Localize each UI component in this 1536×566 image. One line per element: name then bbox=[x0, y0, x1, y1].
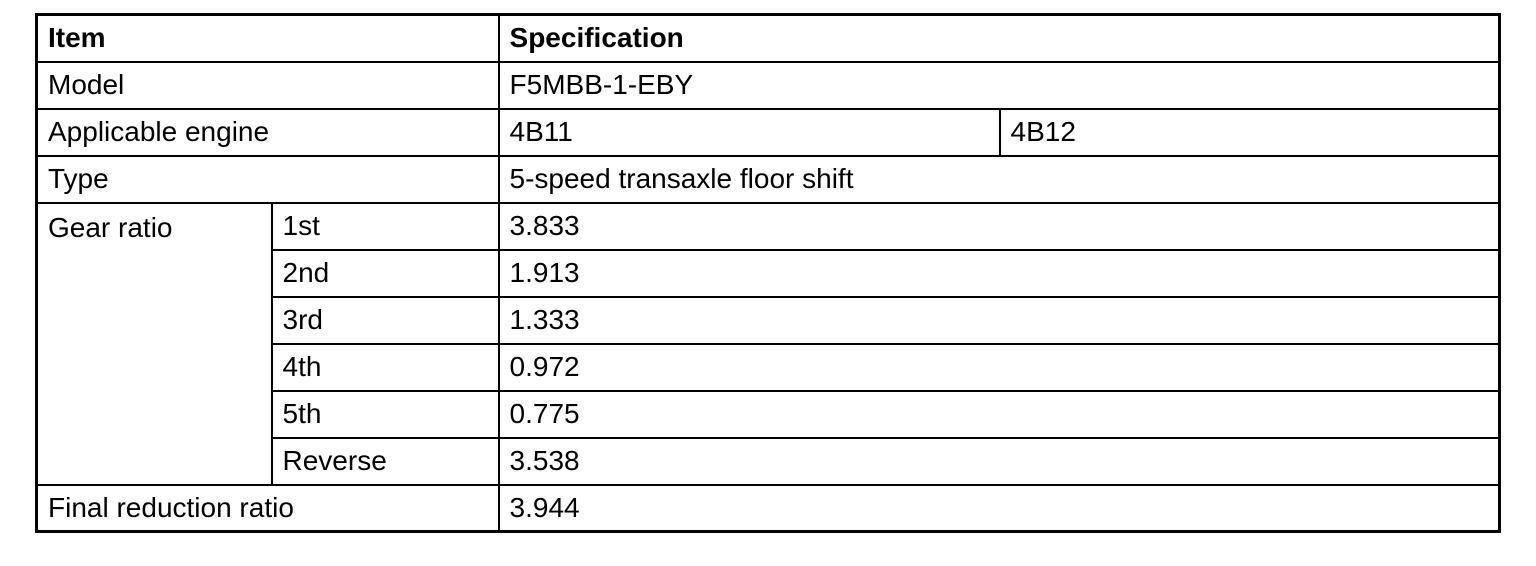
final-reduction-row: Final reduction ratio 3.944 bbox=[35, 483, 1501, 533]
gear-2nd-value: 1.913 bbox=[497, 248, 1501, 298]
final-reduction-value: 3.944 bbox=[497, 483, 1501, 533]
specifications-table: Item Specification Model F5MBB-1-EBY App… bbox=[35, 13, 1502, 533]
type-row: Type 5-speed transaxle floor shift bbox=[35, 154, 1501, 204]
gear-row-4th: 4th 0.972 bbox=[37, 342, 1501, 392]
type-value: 5-speed transaxle floor shift bbox=[497, 154, 1501, 204]
model-value: F5MBB-1-EBY bbox=[497, 60, 1501, 110]
gear-row-3rd: 3rd 1.333 bbox=[37, 295, 1501, 345]
applicable-engine-label: Applicable engine bbox=[35, 107, 500, 157]
gear-row-5th: 5th 0.775 bbox=[37, 389, 1501, 439]
gear-ratio-label: Gear ratio bbox=[35, 201, 273, 486]
header-row: Item Specification bbox=[35, 13, 1501, 63]
gear-1st-label: 1st bbox=[270, 201, 500, 251]
gear-reverse-label: Reverse bbox=[270, 436, 500, 486]
header-item: Item bbox=[35, 13, 500, 63]
applicable-engine-value-4b12: 4B12 bbox=[998, 107, 1501, 157]
gear-1st-value: 3.833 bbox=[497, 201, 1501, 251]
gear-reverse-value: 3.538 bbox=[497, 436, 1501, 486]
gear-4th-value: 0.972 bbox=[497, 342, 1501, 392]
applicable-engine-value-4b11: 4B11 bbox=[497, 107, 1001, 157]
gear-5th-value: 0.775 bbox=[497, 389, 1501, 439]
model-row: Model F5MBB-1-EBY bbox=[35, 60, 1501, 110]
final-reduction-label: Final reduction ratio bbox=[35, 483, 500, 533]
header-specification: Specification bbox=[497, 13, 1501, 63]
gear-row-reverse: Reverse 3.538 bbox=[37, 436, 1501, 486]
gear-2nd-label: 2nd bbox=[270, 248, 500, 298]
applicable-engine-row: Applicable engine 4B11 4B12 bbox=[35, 107, 1501, 157]
type-label: Type bbox=[35, 154, 500, 204]
gear-3rd-label: 3rd bbox=[270, 295, 500, 345]
model-label: Model bbox=[35, 60, 500, 110]
gear-row-2nd: 2nd 1.913 bbox=[37, 248, 1501, 298]
gear-4th-label: 4th bbox=[270, 342, 500, 392]
gear-3rd-value: 1.333 bbox=[497, 295, 1501, 345]
gear-row-1st: Gear ratio 1st 3.833 bbox=[35, 201, 1501, 486]
gear-5th-label: 5th bbox=[270, 389, 500, 439]
